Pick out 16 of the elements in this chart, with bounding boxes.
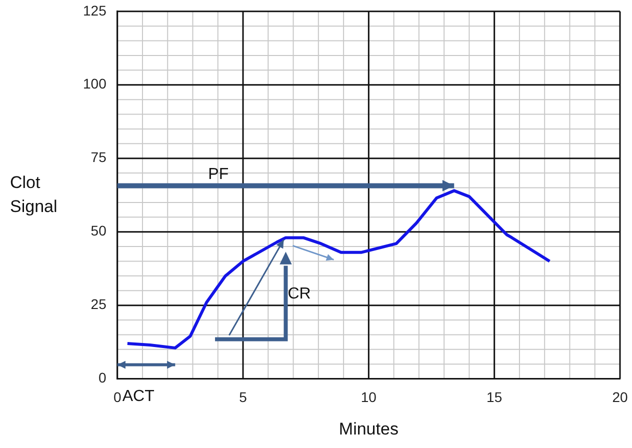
y-tick-label: 50 (90, 222, 107, 239)
y-axis-title: Clot Signal (10, 172, 58, 216)
annotation: CR (288, 286, 311, 303)
x-tick-label: 5 (239, 389, 248, 406)
text: ACT (122, 388, 155, 406)
annotation: PF (208, 166, 229, 184)
y-tick-label: 125 (83, 2, 107, 18)
x-tick-label: 0 (113, 389, 122, 406)
x-tick-label: 15 (486, 389, 502, 406)
y-tick-label: 100 (83, 76, 107, 92)
x-axis-title: Minutes (338, 419, 398, 438)
x-tick-label: 10 (360, 389, 377, 406)
y-tick-label: 25 (90, 296, 107, 312)
y-tick-label: 75 (90, 149, 107, 166)
y-tick-label: 0 (98, 370, 107, 386)
x-tick-label: 20 (612, 389, 628, 406)
